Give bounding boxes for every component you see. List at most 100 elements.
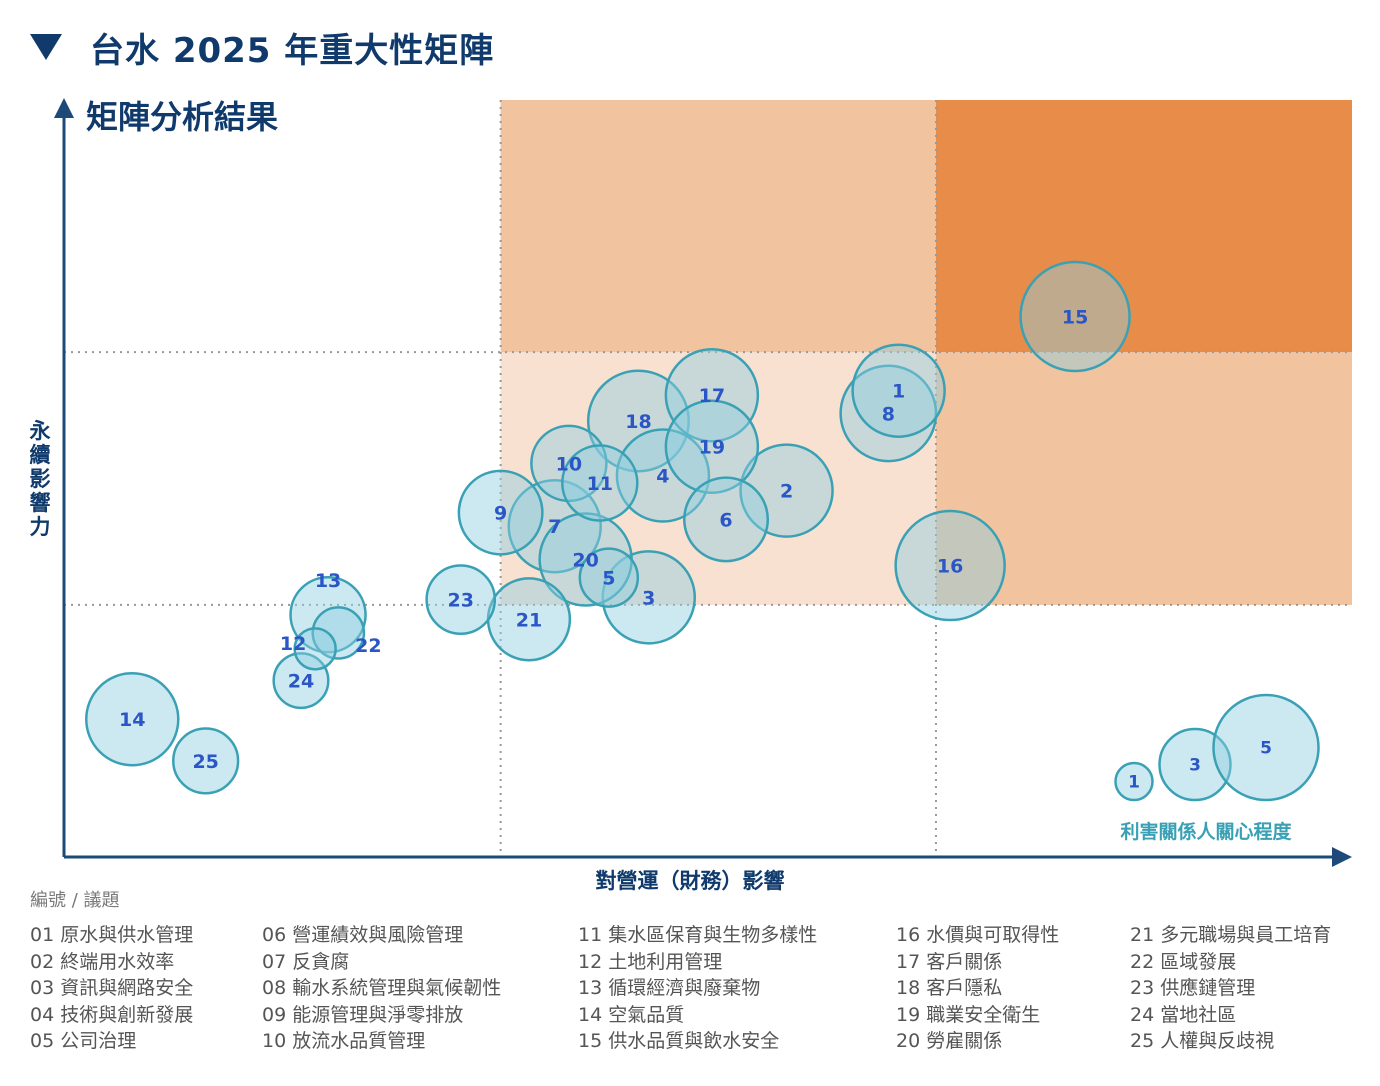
zone-top-right [935,100,1352,353]
legend-item: 04 技術與創新發展 [30,1003,194,1026]
bubble-label-10: 10 [556,453,582,475]
bubble-label-2: 2 [780,481,793,503]
legend-item: 12 土地利用管理 [578,950,723,973]
legend-item: 24 當地社區 [1130,1003,1237,1026]
bubble-label-4: 4 [656,465,669,487]
size-legend-value-5: 5 [1260,739,1272,759]
bubble-12 [293,627,337,671]
legend-item: 21 多元職場與員工培育 [1130,924,1332,946]
legend-item: 25 人權與反歧視 [1130,1030,1275,1052]
legend-item: 09 能源管理與淨零排放 [262,1003,464,1026]
bubble-2 [739,443,834,538]
legend-column-4: 16 水價與可取得性 17 客戶關係 18 客戶隱私 19 職業安全衛生 20 勞雇關係 [896,922,1059,1055]
legend-item: 17 客戶關係 [896,950,1003,973]
size-legend-label: 利害關係人關心程度 [1120,820,1292,843]
bubble-label-5: 5 [602,568,615,590]
y-axis-label-char: 力 [30,515,51,539]
legend-item: 08 輸水系統管理與氣候韌性 [262,977,502,999]
legend-item: 18 客戶隱私 [896,977,1003,999]
bubble-label-21: 21 [516,609,542,631]
bubble-label-12: 12 [280,633,306,655]
bubble-label-9: 9 [494,503,507,525]
legend-item: 05 公司治理 [30,1030,137,1052]
legend-column-2: 06 營運績效與風險管理 07 反貪腐 08 輸水系統管理與氣候韌性 09 能源管理與… [262,922,501,1055]
bubble-label-15: 15 [1062,307,1088,329]
x-axis-label: 對營運（財務）影響 [596,869,785,893]
page-title: 台水 2025 年重大性矩陣 [90,30,495,71]
bubble-17 [664,347,760,443]
legend-item: 14 空氣品質 [578,1003,685,1026]
legend-item: 16 水價與可取得性 [896,924,1060,946]
size-legend: 1 3 5 [1114,693,1320,802]
size-legend-bubble-1 [1114,761,1154,802]
bubble-22 [311,606,366,660]
legend-item: 01 原水與供水管理 [30,924,194,946]
bubble-label-24: 24 [288,671,314,693]
legend-item: 15 供水品質與飲水安全 [578,1030,780,1052]
triangle-down-icon [30,34,62,60]
bubble-label-25: 25 [192,751,218,773]
bubble-15 [1019,260,1131,373]
x-axis-arrow-icon [1332,847,1352,867]
legend-item: 02 終端用水效率 [30,950,175,973]
y-axis-label-char: 永 [29,419,51,443]
legend-item: 13 循環經濟與廢棄物 [578,977,761,999]
bubble-24 [272,652,330,710]
y-axis-label-char: 影 [30,467,51,491]
bubble-label-22: 22 [355,635,381,657]
bubble-9 [457,469,544,556]
bubble-label-13: 13 [315,570,341,592]
size-legend-value-3: 3 [1189,756,1201,776]
legend-item: 10 放流水品質管理 [262,1030,426,1052]
bubble-label-14: 14 [119,709,145,731]
bubble-label-16: 16 [937,556,963,578]
legend-item: 11 集水區保育與生物多樣性 [578,924,818,946]
bubble-label-3: 3 [642,587,655,609]
bubble-11 [561,444,639,522]
legend-item: 23 供應鏈管理 [1130,977,1256,999]
bubble-13 [289,576,367,654]
bubble-23 [425,564,497,635]
size-legend-value-1: 1 [1128,773,1140,793]
bubble-label-23: 23 [447,590,473,612]
legend-item: 20 勞雇關係 [896,1030,1003,1052]
bubble-label-11: 11 [587,473,613,495]
y-axis-label-char: 續 [30,443,51,467]
legend-item: 22 區域發展 [1130,950,1237,973]
page-header: 台水 2025 年重大性矩陣 [30,24,495,71]
zone-top-middle [500,100,936,353]
bubble-label-6: 6 [719,509,732,531]
bubble-6 [683,476,770,563]
y-axis-label-char: 響 [30,491,51,515]
legend-column-1: 01 原水與供水管理 02 終端用水效率 03 資訊與網路安全 04 技術與創新發展 0… [30,922,193,1055]
bubble-16 [894,509,1006,622]
bubble-label-18: 18 [625,411,651,433]
bubble-25 [172,727,240,795]
legend-item: 07 反貪腐 [262,950,350,973]
axes-layer [54,98,1352,867]
bubble-5 [578,547,640,608]
issue-legend: 01 原水與供水管理 02 終端用水效率 03 資訊與網路安全 04 技術與創新發展 0… [30,922,1370,1062]
bubble-18 [586,369,690,473]
bubble-4 [615,428,711,523]
bubble-label-19: 19 [699,437,725,459]
legend-item: 06 營運績效與風險管理 [262,924,464,946]
bubble-label-1: 1 [892,381,905,403]
legend-column-3: 11 集水區保育與生物多樣性 12 土地利用管理 13 循環經濟與廢棄物 14 空氣品… [578,922,817,1055]
bubble-3 [601,550,697,645]
size-legend-bubble-5 [1212,693,1320,802]
bubble-label-8: 8 [882,403,895,425]
threshold-grid-layer [64,100,1352,857]
bubble-label-17: 17 [699,385,725,407]
bubble-8 [839,364,938,463]
bubble-label-20: 20 [572,549,598,571]
bubble-layer: 1234567891011121314151617181920212223242… [85,260,1131,795]
chart-title: 矩陣分析結果 [86,98,278,136]
y-axis-arrow-icon [54,98,74,118]
bubble-19 [664,399,760,494]
bubble-14 [85,671,180,767]
bubble-label-7: 7 [548,516,561,538]
legend-column-5: 21 多元職場與員工培育 22 區域發展 23 供應鏈管理 24 當地社區 25 人權與… [1130,922,1331,1055]
